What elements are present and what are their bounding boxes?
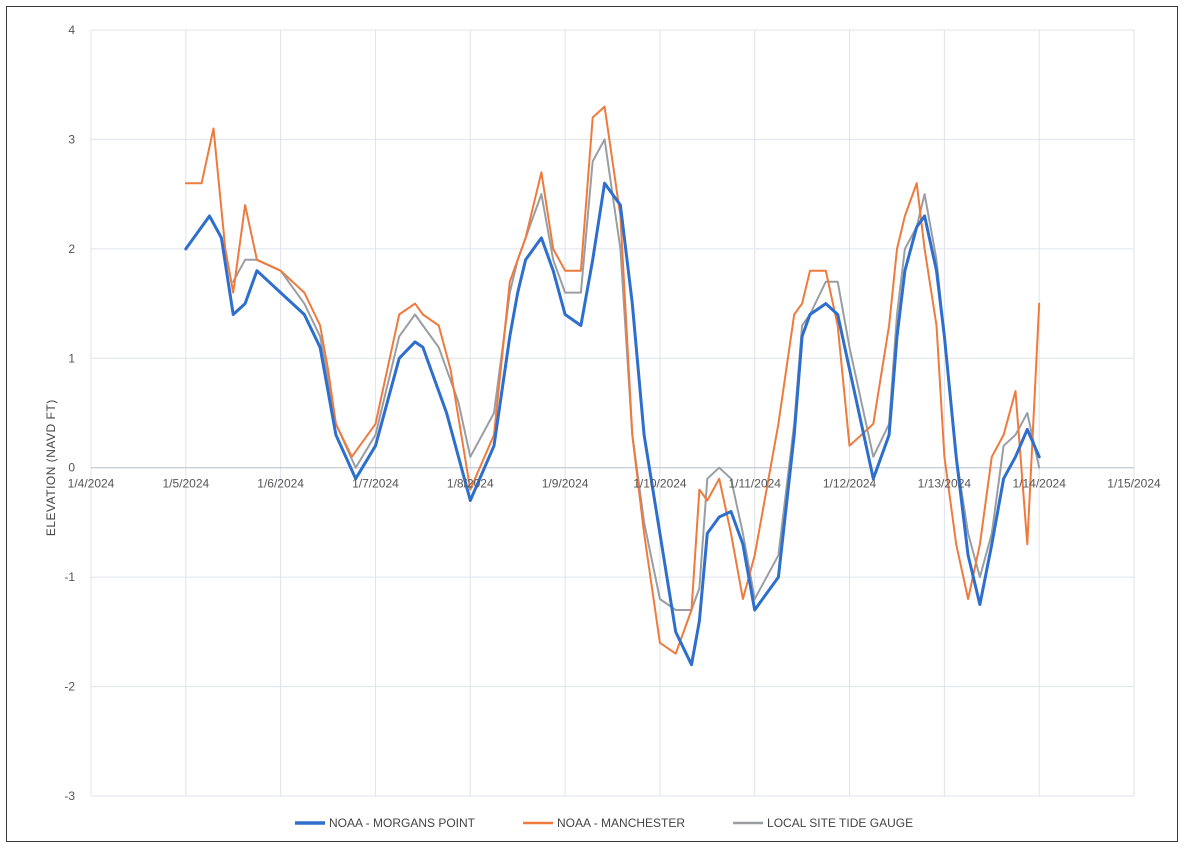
x-tick-label: 1/12/2024 — [823, 477, 877, 491]
y-tick-labels: 4 3 2 1 0 -1 -2 -3 — [64, 23, 75, 803]
legend-label: NOAA - MORGANS POINT — [329, 816, 476, 830]
y-tick-label: -2 — [64, 680, 75, 694]
legend-label: NOAA - MANCHESTER — [557, 816, 685, 830]
x-tick-labels: 1/4/2024 1/5/2024 1/6/2024 1/7/2024 1/8/2024… — [68, 477, 1161, 491]
x-tick-label: 1/8/2024 — [447, 477, 494, 491]
x-tick-label: 1/4/2024 — [68, 477, 115, 491]
series-line — [184, 105, 1041, 655]
y-tick-label: 2 — [68, 242, 75, 256]
x-tick-label: 1/7/2024 — [352, 477, 399, 491]
legend-label: LOCAL SITE TIDE GAUGE — [767, 816, 913, 830]
y-tick-label: 4 — [68, 23, 75, 37]
gridlines — [90, 29, 1135, 797]
x-tick-label: 1/14/2024 — [1012, 477, 1066, 491]
x-tick-label: 1/10/2024 — [633, 477, 687, 491]
series-line — [232, 138, 1041, 611]
chart-frame: 4 3 2 1 0 -1 -2 -3 1/4/2024 1/5/2024 1/6/2024 1/7/… — [6, 6, 1178, 842]
y-axis-title: ELEVATION (NAVD FT) — [44, 399, 58, 536]
x-tick-label: 1/6/2024 — [257, 477, 304, 491]
series-line — [184, 181, 1041, 667]
y-tick-label: -3 — [64, 789, 75, 803]
x-tick-label: 1/15/2024 — [1107, 477, 1161, 491]
y-tick-label: 3 — [68, 132, 75, 146]
y-tick-label: 1 — [68, 351, 75, 365]
legend: NOAA - MORGANS POINT NOAA - MANCHESTER LOC… — [295, 816, 913, 830]
x-tick-label: 1/13/2024 — [918, 477, 972, 491]
series-lines — [184, 105, 1041, 667]
y-tick-label: 0 — [68, 461, 75, 475]
y-tick-label: -1 — [64, 570, 75, 584]
x-tick-label: 1/9/2024 — [542, 477, 589, 491]
x-tick-label: 1/11/2024 — [728, 477, 781, 491]
tide-elevation-chart: 4 3 2 1 0 -1 -2 -3 1/4/2024 1/5/2024 1/6/2024 1/7/… — [44, 23, 1161, 830]
x-tick-label: 1/5/2024 — [162, 477, 209, 491]
